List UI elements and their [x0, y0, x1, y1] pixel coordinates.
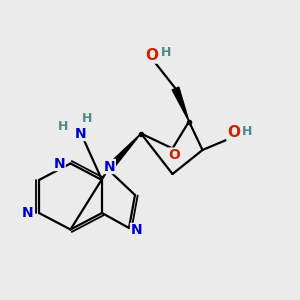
Text: H: H — [58, 119, 68, 133]
Text: N: N — [104, 160, 115, 173]
Text: H: H — [161, 46, 172, 59]
Text: N: N — [22, 206, 34, 220]
Text: N: N — [75, 127, 87, 140]
Text: H: H — [82, 112, 92, 125]
Text: O: O — [168, 148, 180, 162]
Text: H: H — [242, 125, 253, 139]
Text: O: O — [145, 48, 158, 63]
Polygon shape — [172, 87, 189, 122]
Text: N: N — [130, 224, 142, 237]
Text: O: O — [227, 125, 240, 140]
Polygon shape — [105, 134, 141, 172]
Text: N: N — [53, 157, 65, 170]
